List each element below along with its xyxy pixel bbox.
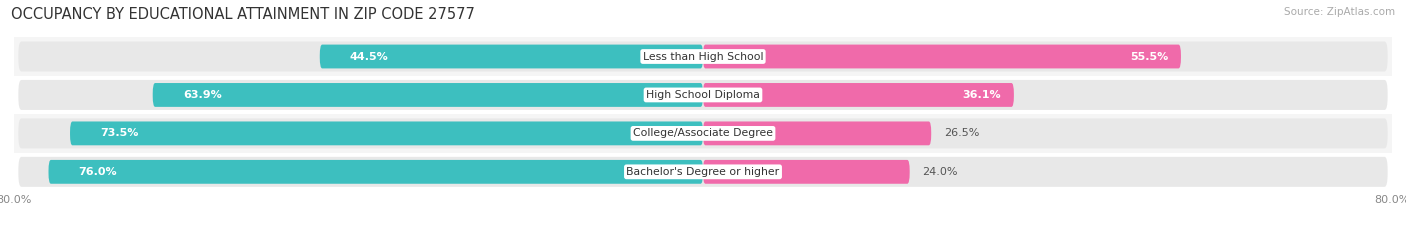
Bar [14,114,1392,153]
FancyBboxPatch shape [18,118,1388,148]
Text: 73.5%: 73.5% [100,128,139,138]
Text: 55.5%: 55.5% [1130,51,1168,62]
FancyBboxPatch shape [48,160,703,184]
Text: Bachelor's Degree or higher: Bachelor's Degree or higher [627,167,779,177]
Bar [14,153,1392,191]
Text: OCCUPANCY BY EDUCATIONAL ATTAINMENT IN ZIP CODE 27577: OCCUPANCY BY EDUCATIONAL ATTAINMENT IN Z… [11,7,475,22]
Text: 26.5%: 26.5% [945,128,980,138]
FancyBboxPatch shape [70,121,703,145]
Text: 63.9%: 63.9% [183,90,222,100]
FancyBboxPatch shape [703,160,910,184]
FancyBboxPatch shape [18,80,1388,110]
FancyBboxPatch shape [703,83,1014,107]
FancyBboxPatch shape [319,45,703,69]
FancyBboxPatch shape [18,41,1388,72]
Text: Source: ZipAtlas.com: Source: ZipAtlas.com [1284,7,1395,17]
Text: 24.0%: 24.0% [922,167,957,177]
Bar [14,76,1392,114]
Text: 44.5%: 44.5% [350,51,388,62]
FancyBboxPatch shape [18,157,1388,187]
Bar [14,37,1392,76]
Text: 36.1%: 36.1% [962,90,1001,100]
FancyBboxPatch shape [703,121,931,145]
Text: College/Associate Degree: College/Associate Degree [633,128,773,138]
FancyBboxPatch shape [153,83,703,107]
Text: Less than High School: Less than High School [643,51,763,62]
Text: High School Diploma: High School Diploma [647,90,759,100]
FancyBboxPatch shape [703,45,1181,69]
Text: 76.0%: 76.0% [79,167,117,177]
